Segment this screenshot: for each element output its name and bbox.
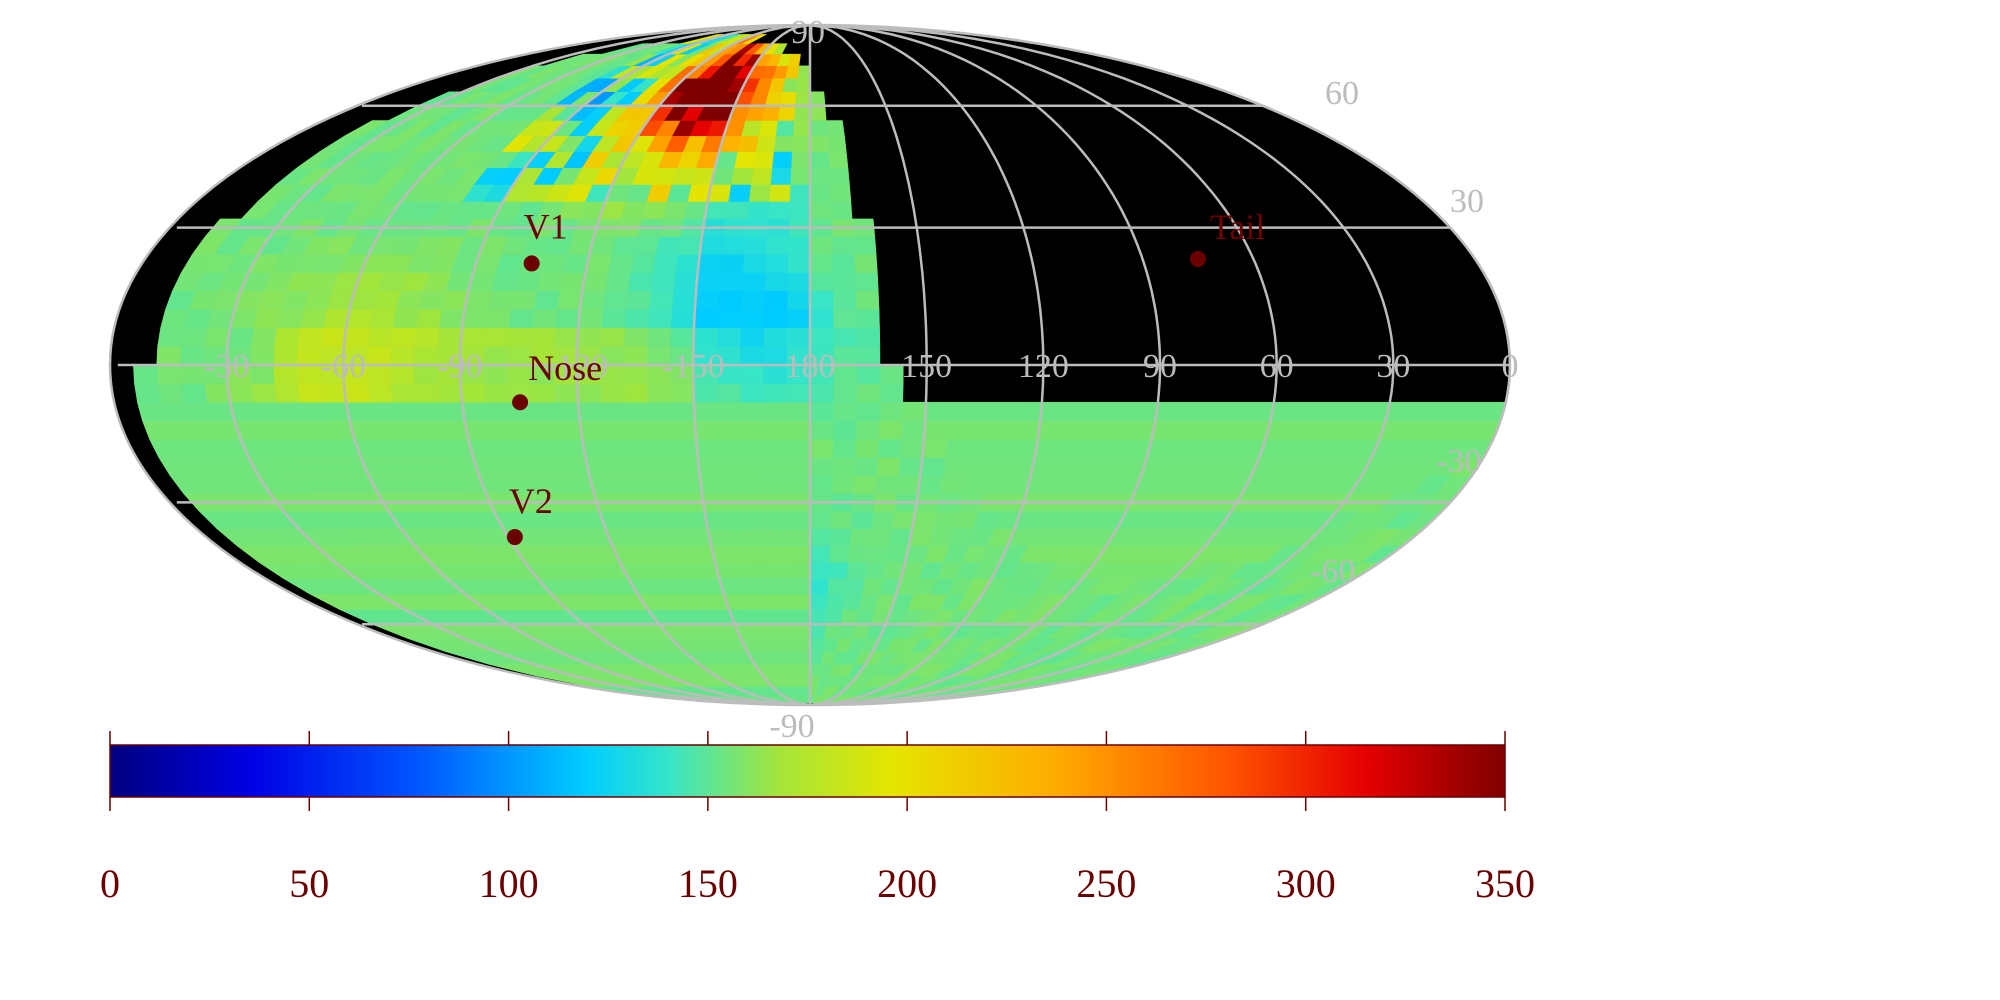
colorbar: 0 50 100 150 200 250 300 350 bbox=[100, 731, 1535, 906]
colorbar-tick-100: 100 bbox=[479, 861, 539, 906]
lat-label--60: -60 bbox=[1310, 553, 1355, 590]
lat-label--30: -30 bbox=[1436, 443, 1481, 480]
sky-map-svg: 90-906030-30-60-30-60-90-120-15018015012… bbox=[0, 0, 2000, 1000]
marker-label-v2: V2 bbox=[509, 481, 553, 521]
lat-label--90: -90 bbox=[769, 708, 814, 745]
lon-label-120: 120 bbox=[1018, 348, 1069, 385]
lon-label--60: -60 bbox=[321, 348, 366, 385]
marker-label-v1: V1 bbox=[524, 206, 568, 246]
colorbar-tick-300: 300 bbox=[1276, 861, 1336, 906]
marker-dot-nose bbox=[512, 394, 528, 410]
lon-label-30: 30 bbox=[1376, 348, 1410, 385]
colorbar-tick-50: 50 bbox=[289, 861, 329, 906]
marker-dot-v2 bbox=[507, 529, 523, 545]
lon-label-0: 0 bbox=[1502, 348, 1519, 385]
marker-dot-tail bbox=[1190, 251, 1206, 267]
marker-label-tail: Tail bbox=[1210, 207, 1265, 247]
sky-map-figure: 90-906030-30-60-30-60-90-120-15018015012… bbox=[0, 0, 2000, 1000]
lon-label-60: 60 bbox=[1260, 348, 1294, 385]
lat-label-90: 90 bbox=[791, 14, 825, 51]
lat-label-60: 60 bbox=[1325, 75, 1359, 112]
colorbar-tick-0: 0 bbox=[100, 861, 120, 906]
lon-label--150: -150 bbox=[662, 348, 724, 385]
colorbar-tick-150: 150 bbox=[678, 861, 738, 906]
lon-label-150: 150 bbox=[901, 348, 952, 385]
colorbar-tick-200: 200 bbox=[877, 861, 937, 906]
lon-label-90: 90 bbox=[1143, 348, 1177, 385]
lon-label--30: -30 bbox=[204, 348, 249, 385]
marker-dot-v1 bbox=[524, 255, 540, 271]
marker-label-nose: Nose bbox=[528, 348, 602, 388]
lon-label-180: 180 bbox=[785, 348, 836, 385]
colorbar-tick-250: 250 bbox=[1076, 861, 1136, 906]
lat-label-30: 30 bbox=[1450, 183, 1484, 220]
lon-label--90: -90 bbox=[437, 348, 482, 385]
colorbar-tick-350: 350 bbox=[1475, 861, 1535, 906]
